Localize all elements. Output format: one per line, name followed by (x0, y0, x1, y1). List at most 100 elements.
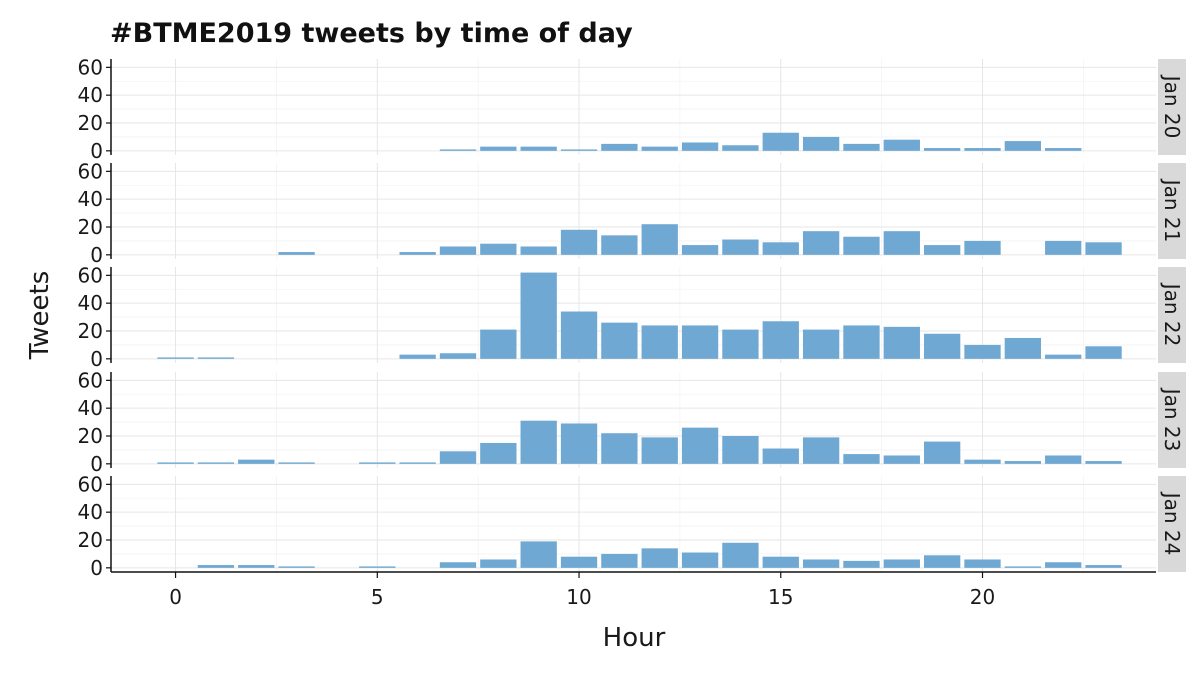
bar (197, 565, 235, 568)
bar (480, 442, 517, 464)
y-tick-label: 60 (78, 263, 103, 287)
bar (601, 235, 638, 255)
facet-panel: 0 20 40 60 Jan 21 (78, 159, 1186, 267)
bar (641, 437, 678, 464)
bar (439, 451, 477, 464)
bar (762, 448, 799, 464)
bar (722, 145, 759, 151)
facet-strip (1158, 476, 1186, 572)
y-tick-label: 40 (78, 187, 103, 211)
y-tick-label: 20 (78, 319, 103, 343)
bar (883, 231, 920, 255)
y-tick-label: 20 (78, 528, 103, 552)
y-axis-title: Tweets (25, 271, 55, 361)
bar (399, 354, 436, 359)
bar (1045, 455, 1082, 464)
bar (843, 236, 880, 255)
bar (802, 136, 840, 151)
facet-strip (1158, 372, 1186, 468)
x-tick-label: 5 (371, 585, 384, 609)
bar (802, 329, 840, 359)
facet-panels: 0 20 40 60 Jan 20 0 20 40 60 Jan 21 0 20 40 60 Jan 22 0… (78, 55, 1186, 609)
bar (1004, 461, 1042, 464)
y-tick-label: 60 (78, 472, 103, 496)
bar (722, 542, 759, 568)
bar (924, 441, 961, 464)
bar (681, 552, 719, 568)
facet-label: Jan 20 (1160, 74, 1184, 139)
bar (560, 311, 598, 359)
bar (1045, 240, 1082, 255)
y-tick-label: 40 (78, 500, 103, 524)
bar (1004, 566, 1042, 568)
bar (560, 229, 598, 255)
bar (681, 245, 719, 255)
bar (278, 566, 315, 568)
x-tick-label: 15 (768, 585, 793, 609)
chart-title: #BTME2019 tweets by time of day (110, 18, 633, 49)
bar (480, 146, 517, 151)
bar (883, 139, 920, 151)
y-tick-label: 0 (90, 243, 103, 267)
bar (641, 224, 678, 255)
bar (1045, 562, 1082, 568)
y-tick-label: 0 (90, 139, 103, 163)
bar (601, 433, 638, 464)
y-tick-label: 40 (78, 291, 103, 315)
y-tick-label: 20 (78, 111, 103, 135)
facet-strip (1158, 163, 1186, 259)
bar (1004, 141, 1042, 151)
y-tick-label: 60 (78, 368, 103, 392)
bar (762, 321, 799, 359)
bar (964, 240, 1001, 255)
x-axis-title: Hour (603, 623, 666, 653)
bar (681, 427, 719, 464)
facet-panel: 0 20 40 60 Jan 23 (78, 368, 1186, 476)
bar (641, 548, 678, 568)
bar (641, 325, 678, 359)
bar (924, 555, 961, 568)
x-tick-label: 20 (970, 585, 995, 609)
bar (762, 242, 799, 255)
bar (439, 353, 477, 359)
bar (722, 436, 759, 464)
bar (1004, 337, 1042, 359)
bar (964, 148, 1001, 151)
y-tick-label: 40 (78, 83, 103, 107)
facet-panel: 0 20 40 60 Jan 20 (78, 55, 1186, 163)
facet-panel: 0 20 40 60 Jan 24 (78, 472, 1186, 580)
bar (439, 562, 477, 568)
facet-label: Jan 24 (1160, 491, 1184, 556)
bar (157, 357, 194, 359)
bar (1085, 346, 1122, 359)
bar (802, 231, 840, 255)
bar (439, 149, 477, 151)
bar (520, 146, 557, 151)
y-tick-label: 20 (78, 215, 103, 239)
bar (278, 462, 315, 464)
bar (722, 329, 759, 359)
facet-label: Jan 21 (1160, 178, 1184, 243)
x-tick-label: 0 (169, 585, 182, 609)
bar (197, 462, 235, 464)
bar (560, 556, 598, 568)
bar (359, 462, 396, 464)
bar (1045, 354, 1082, 359)
bar (439, 246, 477, 255)
bar (762, 132, 799, 151)
bar (641, 146, 678, 151)
bar (924, 148, 961, 151)
bar (560, 149, 598, 151)
bar (399, 462, 436, 464)
bar (520, 246, 557, 255)
facet-strip (1158, 267, 1186, 363)
bar (883, 455, 920, 464)
bar (681, 325, 719, 359)
bar (802, 559, 840, 568)
bar (1045, 148, 1082, 151)
facet-label: Jan 22 (1160, 282, 1184, 347)
bar (601, 553, 638, 568)
y-tick-label: 0 (90, 452, 103, 476)
bar (520, 420, 557, 464)
